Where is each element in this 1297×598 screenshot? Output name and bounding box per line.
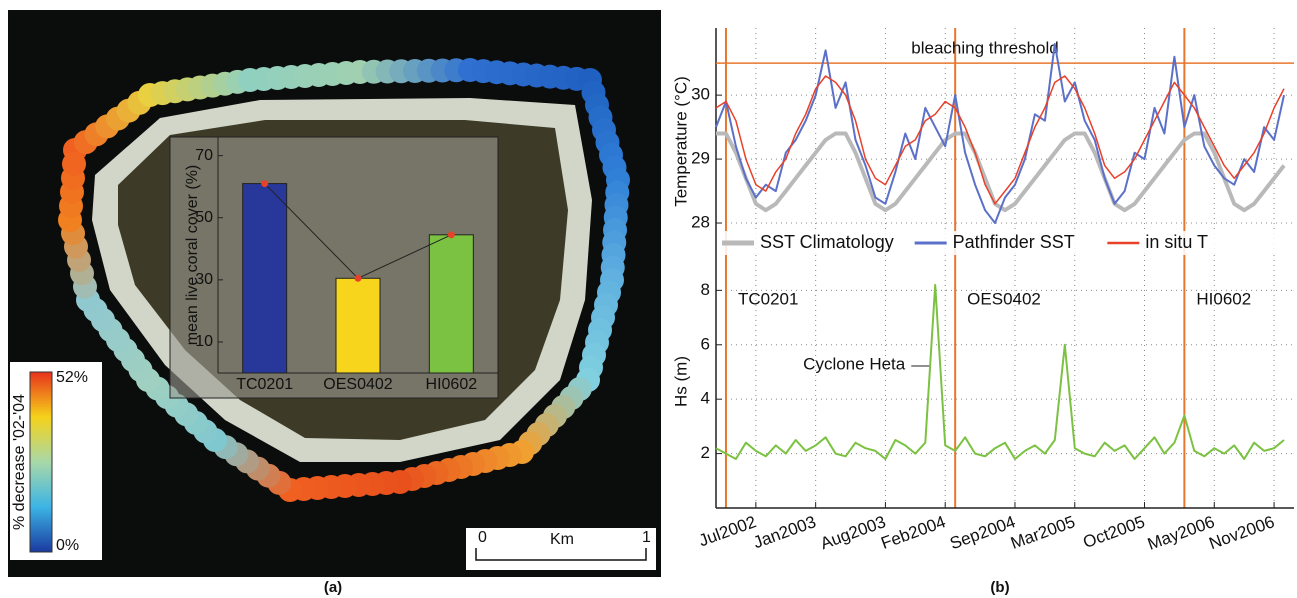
- series-line: [715, 283, 1285, 460]
- y-tick-label: 4: [701, 389, 710, 408]
- annotation: Cyclone Heta: [803, 354, 906, 373]
- y-tick-label: 70: [195, 147, 213, 164]
- x-tick-label: Nov2006: [1207, 512, 1277, 553]
- threshold-label: bleaching threshold: [911, 39, 1058, 58]
- bar: [428, 234, 474, 374]
- y-tick-label: 28: [691, 213, 710, 232]
- bar: [335, 277, 381, 374]
- x-tick-label: Jul2002: [696, 512, 758, 550]
- x-tick-label: Feb2004: [879, 512, 949, 553]
- colorbar-box: [10, 362, 102, 560]
- marker: [447, 231, 455, 239]
- x-tick-label: Aug2003: [818, 512, 888, 553]
- x-tick-label: HI0602: [426, 376, 478, 393]
- event-label: OES0402: [967, 289, 1041, 308]
- series-line: [715, 75, 1285, 205]
- panel-label: (b): [990, 579, 1009, 596]
- y-tick-label: 8: [701, 280, 710, 299]
- y-tick-label: 30: [195, 271, 213, 288]
- x-tick-label: Sep2004: [947, 512, 1017, 553]
- y-axis-label: Temperature (°C): [671, 76, 690, 207]
- legend-label: in situ T: [1145, 232, 1208, 252]
- marker: [261, 180, 269, 188]
- y-axis-label: mean live coral cover (%): [184, 165, 201, 346]
- scale-end: 1: [642, 529, 651, 546]
- x-tick-label: Jan2003: [751, 512, 819, 552]
- x-tick-label: Mar2005: [1008, 512, 1078, 553]
- colorbar-title: % decrease '02-'04: [11, 394, 28, 530]
- legend-label: Pathfinder SST: [953, 232, 1075, 252]
- x-tick-label: Oct2005: [1081, 512, 1148, 552]
- bar: [242, 183, 288, 374]
- scale-unit: Km: [550, 531, 574, 548]
- legend-box: [718, 231, 1292, 255]
- series-line: [716, 131, 1286, 213]
- series-line: [715, 43, 1285, 224]
- y-tick-label: 29: [691, 149, 710, 168]
- y-tick-label: 10: [195, 333, 213, 350]
- y-tick-label: 30: [691, 85, 710, 104]
- y-tick-label: 50: [195, 209, 213, 226]
- legend-label: SST Climatology: [760, 232, 894, 252]
- marker: [354, 274, 362, 282]
- reef-cell: [62, 152, 86, 176]
- colorbar: [29, 371, 53, 553]
- x-tick-label: TC0201: [236, 376, 293, 393]
- coral-ring: [58, 58, 630, 502]
- scale-bar-box: [466, 528, 656, 570]
- y-tick-label: 2: [701, 443, 710, 462]
- y-tick-label: 6: [701, 334, 710, 353]
- event-label: HI0602: [1196, 289, 1251, 308]
- event-label: TC0201: [738, 289, 798, 308]
- y-axis-label: Hs (m): [671, 356, 690, 407]
- colorbar-min-label: 0%: [56, 537, 79, 554]
- x-tick-label: OES0402: [323, 376, 392, 393]
- panel-label: (a): [324, 579, 342, 596]
- scale-bar: [475, 548, 647, 561]
- colorbar-max-label: 52%: [56, 369, 88, 386]
- scale-start: 0: [478, 529, 487, 546]
- x-tick-label: May2006: [1145, 512, 1217, 554]
